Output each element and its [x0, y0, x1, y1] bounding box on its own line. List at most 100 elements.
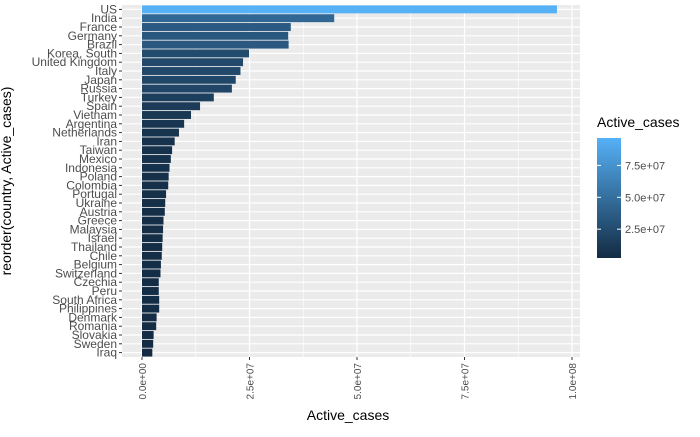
bar — [142, 295, 160, 304]
y-tick-label: Turkey — [81, 90, 117, 104]
bar — [142, 163, 170, 172]
bar — [142, 304, 160, 313]
legend: Active_cases 2.5e+07 5.0e+07 7.5e+07 — [597, 114, 679, 258]
y-tick-label: Philippines — [59, 302, 117, 316]
legend-tick-label: 7.5e+07 — [625, 160, 665, 172]
bar — [142, 243, 163, 251]
bar — [142, 40, 289, 49]
y-tick-label: Thailand — [71, 240, 117, 254]
y-tick-label: Peru — [92, 284, 117, 298]
bar — [142, 5, 557, 14]
bar — [142, 278, 159, 287]
y-tick-label: Indonesia — [65, 161, 117, 175]
y-tick-label: Germany — [68, 29, 117, 43]
x-axis-tick-labels: 0.0e+00 2.5e+07 5.0e+07 7.5e+07 1.0e+08 — [138, 363, 579, 400]
bars — [142, 5, 557, 357]
bar — [142, 93, 214, 102]
y-tick-label: Czechia — [74, 275, 118, 289]
bar — [142, 260, 161, 269]
y-tick-label: Romania — [69, 319, 117, 333]
bar — [142, 58, 244, 67]
bar — [142, 155, 171, 163]
y-tick-label: Belgium — [74, 258, 117, 272]
y-tick-label: Chile — [90, 249, 118, 263]
x-axis-ticks — [141, 357, 573, 360]
y-tick-label: United Kingdom — [32, 55, 117, 69]
bar — [142, 14, 335, 23]
y-tick-label: Poland — [80, 170, 117, 184]
bar — [142, 128, 179, 137]
minor-gridlines — [195, 5, 519, 357]
y-tick-label: Mexico — [79, 152, 117, 166]
y-tick-label: India — [91, 11, 117, 25]
bar — [142, 216, 164, 225]
y-tick-label: Slovakia — [72, 328, 118, 342]
y-tick-label: Taiwan — [80, 143, 117, 157]
x-axis-title: Active_cases — [307, 407, 389, 423]
bar — [142, 251, 162, 260]
y-tick-label: South Africa — [52, 293, 117, 307]
bar — [142, 102, 201, 111]
y-tick-label: Iraq — [96, 346, 117, 360]
y-tick-label: Argentina — [66, 117, 118, 131]
y-tick-label: US — [100, 2, 117, 16]
bar — [142, 331, 154, 339]
bar — [142, 348, 153, 357]
x-tick-label: 7.5e+07 — [461, 363, 472, 400]
y-axis-title: reorder(country, Active_cases) — [0, 87, 14, 276]
bar — [142, 75, 236, 84]
y-tick-label: Portugal — [72, 187, 117, 201]
y-tick-label: Switzerland — [55, 266, 117, 280]
y-tick-label: Korea, South — [47, 46, 117, 60]
bar — [142, 49, 250, 58]
bar — [142, 31, 289, 40]
bar — [142, 313, 157, 322]
legend-title: Active_cases — [597, 114, 679, 130]
bar — [142, 111, 192, 119]
y-tick-label: Malaysia — [70, 222, 118, 236]
y-tick-label: Netherlands — [52, 126, 117, 140]
bar — [142, 287, 159, 295]
y-tick-label: Italy — [95, 64, 117, 78]
y-tick-label: Denmark — [68, 310, 118, 324]
y-tick-label: Colombia — [66, 178, 117, 192]
bar — [142, 137, 175, 146]
bar — [142, 225, 164, 234]
bar — [142, 207, 165, 216]
y-axis-ticks — [119, 8, 122, 354]
y-tick-label: Japan — [84, 73, 117, 87]
legend-tick-label: 5.0e+07 — [625, 192, 665, 204]
bar — [142, 84, 232, 93]
y-tick-label: Sweden — [74, 337, 117, 351]
bar — [142, 199, 166, 207]
legend-ticks: 2.5e+07 5.0e+07 7.5e+07 — [597, 160, 665, 236]
x-tick-label: 0.0e+00 — [138, 363, 149, 400]
bar — [142, 181, 169, 190]
x-tick-label: 2.5e+07 — [246, 363, 257, 400]
bar — [142, 339, 154, 348]
y-tick-label: Israel — [88, 231, 117, 245]
bar — [142, 190, 167, 199]
plot-panel — [122, 5, 580, 357]
legend-colorbar — [597, 138, 621, 258]
bar — [142, 172, 169, 181]
bar — [142, 234, 163, 243]
y-tick-label: Brazil — [87, 38, 117, 52]
x-tick-label: 5.0e+07 — [353, 363, 364, 400]
x-tick-label: 1.0e+08 — [568, 363, 579, 400]
y-tick-label: Greece — [78, 214, 118, 228]
y-tick-label: Iran — [96, 134, 117, 148]
y-tick-label: France — [80, 20, 118, 34]
bar — [142, 269, 161, 278]
y-tick-label: Austria — [80, 205, 118, 219]
legend-tick-label: 2.5e+07 — [625, 224, 665, 236]
y-tick-label: Ukraine — [76, 196, 118, 210]
bar — [142, 119, 185, 128]
bar — [142, 67, 241, 75]
y-tick-label: Vietnam — [73, 108, 117, 122]
y-tick-label: Russia — [80, 82, 117, 96]
y-tick-label: Spain — [86, 99, 117, 113]
